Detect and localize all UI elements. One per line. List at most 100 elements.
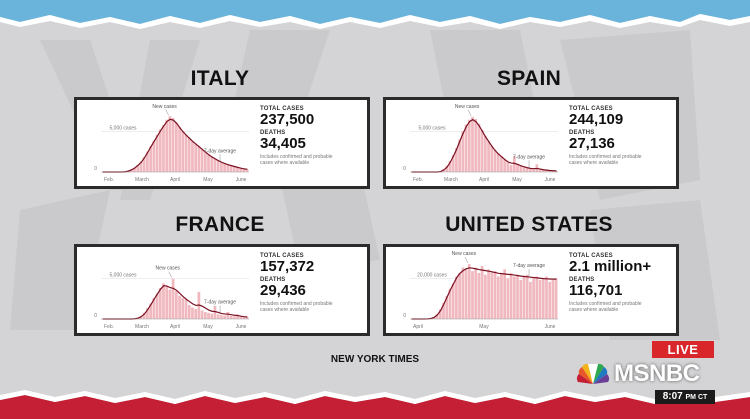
case-bar (519, 165, 523, 172)
chart-panel-body: 0 5,000 cases Feb. March April May June New cas… (386, 100, 676, 186)
case-bar (178, 126, 181, 172)
annotation-leader (168, 271, 172, 278)
case-bar (213, 158, 217, 172)
total-cases-value: 244,109 (569, 111, 624, 128)
case-bar (500, 272, 503, 319)
case-bar (232, 166, 236, 172)
case-bar (229, 315, 233, 319)
case-bar (467, 119, 471, 172)
case-bar (187, 305, 191, 319)
case-bar (162, 125, 165, 172)
chart-panel-body: 0 5,000 cases Feb. March April May June New cas… (77, 247, 367, 333)
x-tick-label: June (545, 177, 556, 183)
seven-day-average-line (411, 267, 557, 320)
case-bar (178, 295, 181, 319)
x-tick-label: May (203, 177, 213, 183)
chart-panel-body: 0 5,000 cases Feb. March April May June New cas… (77, 100, 367, 186)
case-bar (168, 289, 172, 319)
x-tick-label: March (135, 324, 149, 330)
y-tick-label: 5,000 cases (110, 273, 137, 279)
x-tick-label: June (545, 324, 556, 330)
case-bar (223, 315, 226, 319)
annotation-leader (467, 109, 472, 116)
case-bar (464, 269, 468, 319)
case-bar (548, 281, 552, 319)
deaths-value: 29,436 (260, 282, 306, 299)
deaths-label: DEATHS (260, 130, 286, 136)
stats-italy: TOTAL CASES 237,500 DEATHS 34,405 Includ… (260, 106, 360, 166)
case-bar (503, 159, 507, 172)
case-bar (213, 305, 217, 319)
case-bar (458, 139, 461, 172)
case-bar (187, 137, 191, 172)
case-bar (461, 267, 465, 319)
case-bar (487, 269, 490, 319)
case-bar (239, 316, 243, 319)
bottom-torn-banner (0, 395, 750, 419)
seven-day-average-annotation: 7-day average (204, 300, 236, 306)
case-bar (175, 122, 178, 172)
total-cases-value: 157,372 (260, 258, 315, 275)
new-cases-annotation: New cases (152, 104, 177, 110)
y-tick-label: 0 (94, 166, 97, 172)
case-bar (129, 169, 133, 172)
case-bar (535, 276, 539, 319)
case-bar (165, 119, 169, 172)
case-bar (487, 141, 490, 172)
x-tick-label: Feb. (413, 177, 423, 183)
total-cases-label: TOTAL CASES (260, 106, 304, 112)
case-bar (496, 276, 500, 319)
case-bar (171, 278, 175, 319)
deaths-label: DEATHS (569, 277, 595, 283)
seven-day-average-annotation: 7-day average (513, 263, 545, 269)
case-bar (545, 276, 548, 319)
case-bar (451, 154, 455, 172)
case-bar (197, 146, 201, 172)
source-credit: NEW YORK TIMES (330, 354, 420, 365)
case-bar (503, 269, 507, 319)
case-bar (551, 280, 555, 319)
clock-suffix: PM CT (685, 394, 708, 401)
cases-note: Includes confirmed and probable cases wh… (569, 301, 642, 313)
case-bar (525, 167, 529, 172)
country-title-united-states: UNITED STATES (445, 213, 613, 236)
case-bar (210, 156, 214, 172)
cases-note: Includes confirmed and probable cases wh… (569, 154, 642, 166)
case-bar (438, 309, 442, 319)
case-bar (512, 276, 516, 319)
case-bar (451, 283, 455, 319)
case-bar (461, 131, 465, 172)
case-bar (226, 164, 230, 172)
case-bar (532, 278, 535, 319)
case-bar (191, 141, 194, 172)
case-bar (477, 123, 481, 172)
deaths-value: 27,136 (569, 135, 615, 152)
case-bar (232, 316, 236, 319)
case-bar (455, 147, 458, 172)
case-bar (480, 129, 484, 172)
new-cases-annotation: New cases (156, 266, 181, 272)
case-bar (142, 312, 146, 319)
y-tick-label: 0 (94, 313, 97, 319)
case-bar (490, 272, 494, 319)
case-bar (194, 308, 198, 319)
case-bar (541, 278, 545, 319)
case-bar (168, 116, 172, 172)
case-bar (516, 274, 519, 319)
case-bar (458, 272, 461, 319)
stats-france: TOTAL CASES 157,372 DEATHS 29,436 Includ… (260, 253, 360, 313)
case-bar (474, 267, 478, 319)
chart-united-states: 0 20,000 cases April May June New cases 7-day … (403, 251, 558, 330)
case-bar (133, 167, 136, 172)
case-bar (139, 161, 143, 172)
case-bar (207, 312, 210, 319)
seven-day-average-annotation: 7-day average (204, 148, 236, 154)
country-title-france: FRANCE (175, 213, 265, 236)
case-bar (435, 314, 439, 319)
x-tick-label: April (170, 324, 180, 330)
case-bar (136, 164, 140, 172)
case-bar (548, 170, 552, 172)
total-cases-value: 2.1 million+ (569, 258, 652, 275)
clock-time: 8:07 (662, 391, 683, 402)
case-bar (220, 162, 223, 172)
